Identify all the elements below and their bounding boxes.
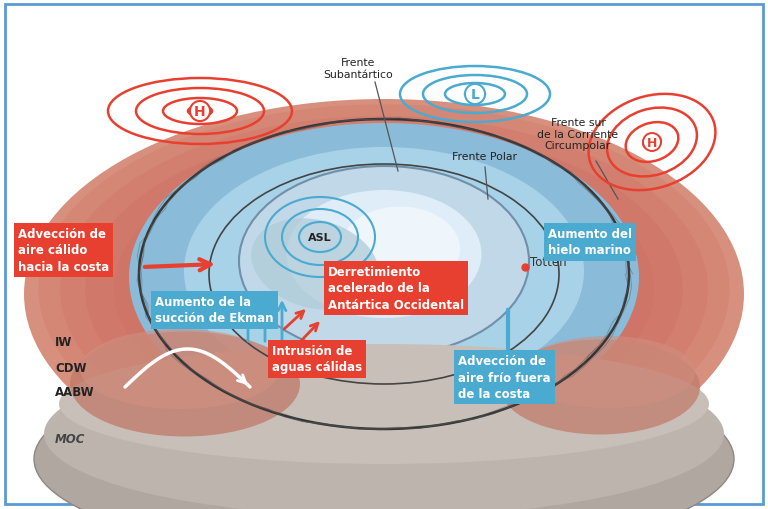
Text: H: H <box>194 105 206 119</box>
Text: Derretimiento
acelerado de la
Antártica Occidental: Derretimiento acelerado de la Antártica … <box>328 266 464 312</box>
Text: CDW: CDW <box>55 361 87 374</box>
Text: H: H <box>647 136 657 149</box>
Ellipse shape <box>59 344 709 464</box>
Ellipse shape <box>60 117 708 462</box>
Text: MOC: MOC <box>55 433 85 445</box>
Ellipse shape <box>521 336 696 408</box>
Text: IW: IW <box>55 335 72 348</box>
Text: Aumento de la
succión de Ekman: Aumento de la succión de Ekman <box>155 295 273 325</box>
Text: AABW: AABW <box>55 386 94 399</box>
Ellipse shape <box>24 100 744 489</box>
Ellipse shape <box>500 340 700 435</box>
Ellipse shape <box>184 148 584 395</box>
Ellipse shape <box>239 166 529 356</box>
Ellipse shape <box>251 219 379 310</box>
Text: Aumento del
hielo marino: Aumento del hielo marino <box>548 228 632 257</box>
Text: Totten: Totten <box>530 255 567 268</box>
Text: Intrusión de
aguas cálidas: Intrusión de aguas cálidas <box>272 344 362 374</box>
Text: L: L <box>471 88 479 102</box>
Ellipse shape <box>129 124 639 431</box>
Text: Advección de
aire frío fuera
de la costa: Advección de aire frío fuera de la costa <box>458 354 551 400</box>
Ellipse shape <box>38 105 730 474</box>
Text: Frente
Subantártico: Frente Subantártico <box>323 58 393 79</box>
FancyBboxPatch shape <box>5 5 763 504</box>
Text: ASL: ASL <box>308 233 332 242</box>
Ellipse shape <box>340 207 460 292</box>
Ellipse shape <box>44 352 724 509</box>
Ellipse shape <box>80 329 280 409</box>
Text: Advección de
aire cálido
hacia la costa: Advección de aire cálido hacia la costa <box>18 228 109 273</box>
Text: Frente Polar: Frente Polar <box>452 152 518 162</box>
Ellipse shape <box>286 191 482 318</box>
Ellipse shape <box>70 332 300 437</box>
Text: Frente sur
de la Corriente
Circumpolar: Frente sur de la Corriente Circumpolar <box>538 118 618 151</box>
Ellipse shape <box>114 146 654 434</box>
Ellipse shape <box>85 130 683 449</box>
Ellipse shape <box>34 359 734 509</box>
